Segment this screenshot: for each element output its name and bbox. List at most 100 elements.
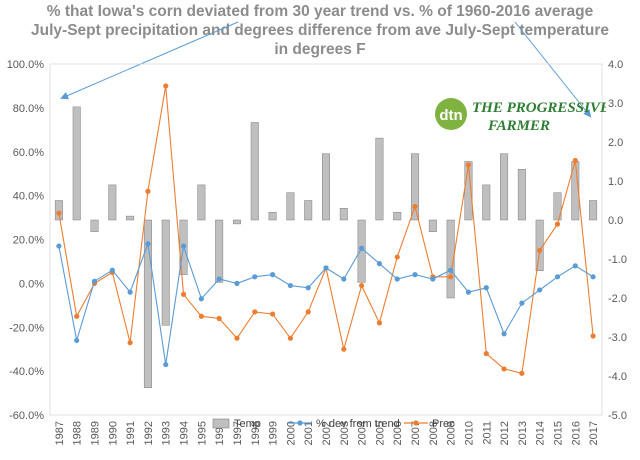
dtn-logo-text: dtn	[439, 107, 462, 124]
dev-point	[572, 263, 578, 269]
prec-point	[234, 335, 240, 341]
title-line-2: July-Sept precipitation and degrees diff…	[31, 22, 609, 39]
x-tick-label: 2012	[499, 421, 511, 445]
right-tick-label: -2.0	[608, 293, 627, 305]
temp-bar	[286, 192, 295, 221]
prec-point	[465, 162, 472, 168]
dtn-logo-circle	[435, 98, 467, 130]
x-tick-label: 1995	[196, 421, 208, 445]
temp-bar	[553, 192, 562, 221]
prec-point	[180, 291, 187, 297]
dev-point	[91, 278, 98, 284]
x-tick-label: 2002	[321, 421, 333, 445]
x-tick-label: 2015	[552, 421, 564, 445]
prec-point	[376, 320, 383, 326]
left-tick-label: -40.0%	[9, 366, 44, 378]
x-tick-label: 2017	[588, 421, 600, 445]
prec-point	[394, 254, 400, 260]
title-line-3: in degrees F	[274, 41, 366, 58]
x-tick-label: 1994	[179, 421, 191, 445]
left-tick-label: 80.0%	[13, 103, 44, 115]
prec-point	[483, 350, 489, 357]
temp-bar	[268, 211, 277, 221]
temp-bar	[72, 106, 81, 221]
dev-point	[483, 285, 489, 291]
right-tick-label: 2.0	[608, 137, 623, 149]
x-axis-ticks: 1987 1988 1989 1990 1991 1992 1993 1994 1995 1996…	[54, 421, 600, 445]
dev-point	[430, 276, 436, 282]
temp-bar	[589, 200, 598, 221]
temp-bar	[90, 219, 99, 232]
legend-dev-marker	[297, 420, 303, 426]
x-tick-label: 1988	[72, 421, 84, 445]
x-tick-label: 2007	[410, 421, 422, 445]
dev-point	[127, 289, 133, 295]
temp-bar	[143, 219, 152, 388]
dev-point	[180, 243, 187, 249]
x-tick-label: 1998	[250, 421, 262, 445]
prec-point	[341, 346, 347, 352]
dev-point	[412, 272, 418, 278]
dev-point	[269, 272, 276, 278]
legend-temp-label: Temp	[234, 418, 261, 430]
x-tick-label: 2014	[535, 421, 547, 445]
legend: Temp % dev from trend Prec	[212, 418, 455, 430]
prec-point	[269, 311, 276, 317]
dev-point	[305, 285, 311, 291]
temp-bar	[108, 184, 117, 221]
temp-bars	[54, 106, 598, 388]
prec-point	[74, 313, 80, 319]
prec-point	[56, 210, 62, 216]
prec-point	[216, 315, 222, 322]
prec-point	[127, 340, 133, 346]
left-tick-label: -60.0%	[9, 410, 44, 422]
temp-bar	[393, 211, 402, 221]
temp-bar	[232, 219, 241, 225]
dev-point	[501, 331, 507, 337]
right-tick-label: 3.0	[608, 98, 623, 110]
dev-point	[465, 289, 472, 295]
right-tick-label: -5.0	[608, 410, 627, 422]
left-tick-label: -20.0%	[9, 322, 44, 334]
prec-point	[145, 188, 151, 194]
temp-bar	[126, 215, 135, 221]
temp-bar	[215, 219, 224, 283]
x-tick-label: 2008	[428, 421, 440, 445]
prec-point	[305, 309, 311, 315]
left-tick-label: 20.0%	[13, 235, 44, 247]
legend-dev-label: % dev from trend	[316, 418, 400, 430]
dev-point	[145, 241, 151, 247]
dev-point	[216, 276, 222, 282]
temp-bar	[428, 219, 437, 232]
x-tick-label: 1987	[54, 421, 66, 445]
right-axis-ticks: -5.0 -4.0 -3.0 -2.0 -1.0 0.0 1.0 2.0 3.0 4.0	[608, 59, 627, 422]
dev-point	[537, 287, 543, 293]
dev-point	[519, 300, 525, 306]
dev-point	[394, 276, 400, 282]
x-tick-label: 2001	[303, 421, 315, 445]
right-tick-label: 4.0	[608, 59, 623, 71]
left-tick-label: 100.0%	[7, 59, 45, 71]
dev-point	[323, 265, 329, 271]
prec-point	[198, 313, 204, 319]
temp-bar	[339, 208, 348, 221]
prec-point	[501, 366, 507, 372]
temp-bar	[250, 122, 259, 221]
prec-point	[287, 335, 293, 341]
temp-bar	[535, 219, 544, 271]
dev-point	[163, 361, 169, 368]
prec-point	[537, 247, 543, 254]
x-tick-label: 2006	[392, 421, 404, 445]
prec-point	[519, 370, 525, 376]
x-tick-label: 2013	[517, 421, 529, 445]
dev-point	[198, 296, 204, 302]
dev-point	[252, 274, 258, 280]
dev-point	[287, 282, 293, 289]
right-tick-label: 1.0	[608, 176, 623, 188]
temp-bar	[322, 153, 330, 221]
x-tick-label: 2009	[446, 421, 458, 445]
right-tick-label: -1.0	[608, 254, 627, 266]
x-tick-label: 1997	[232, 421, 244, 445]
dev-point	[554, 274, 561, 280]
